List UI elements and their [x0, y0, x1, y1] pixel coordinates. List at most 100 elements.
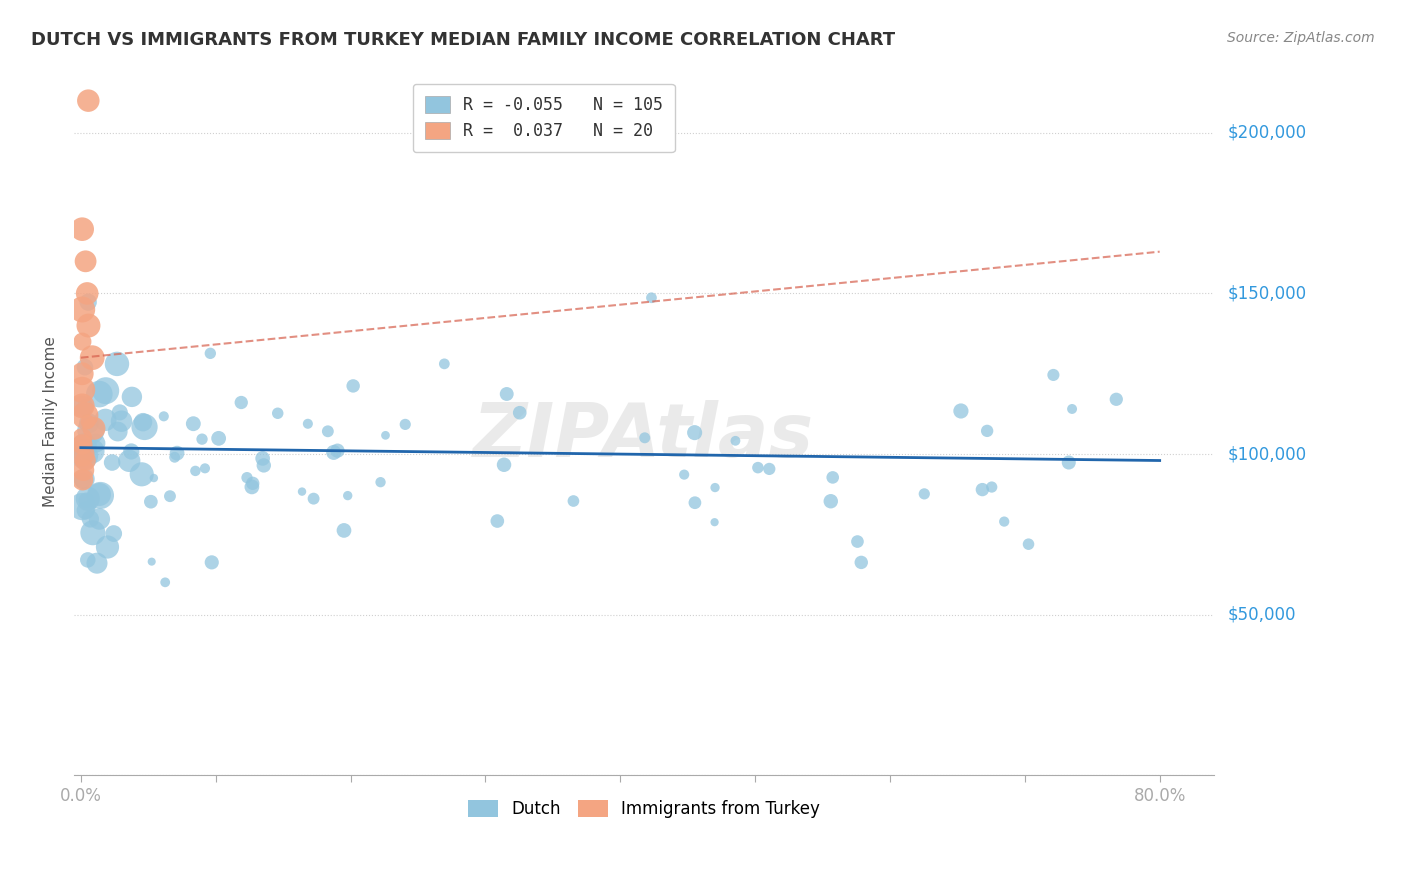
Point	[70, 383, 93, 397]
Point	[640, 291, 662, 305]
Point	[83, 421, 105, 435]
Point	[121, 390, 143, 404]
Point	[79, 512, 101, 526]
Point	[949, 404, 972, 418]
Point	[72, 437, 94, 451]
Point	[201, 555, 224, 569]
Point	[89, 488, 111, 502]
Text: DUTCH VS IMMIGRANTS FROM TURKEY MEDIAN FAMILY INCOME CORRELATION CHART: DUTCH VS IMMIGRANTS FROM TURKEY MEDIAN F…	[31, 31, 896, 49]
Point	[142, 471, 165, 485]
Point	[72, 473, 94, 487]
Point	[82, 525, 104, 540]
Point	[108, 405, 131, 419]
Point	[184, 464, 207, 478]
Point	[236, 470, 259, 484]
Point	[70, 222, 93, 236]
Point	[326, 443, 349, 458]
Point	[75, 254, 97, 268]
Point	[820, 494, 842, 508]
Point	[980, 480, 1002, 494]
Point	[1105, 392, 1128, 407]
Point	[82, 351, 104, 365]
Point	[75, 493, 97, 508]
Point	[758, 462, 780, 476]
Point	[342, 379, 364, 393]
Point	[89, 512, 111, 526]
Point	[152, 409, 174, 424]
Point	[159, 489, 181, 503]
Point	[131, 467, 153, 482]
Point	[134, 420, 156, 434]
Point	[73, 401, 96, 415]
Point	[70, 400, 93, 414]
Point	[70, 500, 93, 514]
Point	[291, 484, 314, 499]
Text: ZIPAtlas: ZIPAtlas	[474, 400, 814, 473]
Point	[495, 387, 517, 401]
Point	[976, 424, 998, 438]
Point	[252, 451, 274, 466]
Text: $50,000: $50,000	[1227, 606, 1296, 624]
Point	[70, 431, 93, 445]
Point	[76, 286, 98, 301]
Legend: Dutch, Immigrants from Turkey: Dutch, Immigrants from Turkey	[461, 793, 827, 825]
Point	[94, 384, 117, 398]
Point	[703, 515, 725, 529]
Point	[72, 334, 94, 349]
Point	[200, 346, 222, 360]
Point	[77, 295, 100, 310]
Point	[634, 431, 657, 445]
Point	[231, 395, 253, 409]
Point	[73, 409, 96, 423]
Point	[821, 470, 844, 484]
Point	[374, 428, 396, 442]
Point	[208, 431, 231, 445]
Point	[73, 449, 96, 463]
Point	[562, 494, 585, 508]
Point	[77, 318, 100, 333]
Point	[70, 447, 93, 461]
Point	[76, 415, 98, 429]
Point	[394, 417, 416, 432]
Point	[139, 494, 162, 508]
Point	[86, 556, 108, 570]
Text: $100,000: $100,000	[1227, 445, 1306, 463]
Point	[297, 417, 319, 431]
Point	[509, 406, 531, 420]
Point	[153, 575, 176, 590]
Y-axis label: Median Family Income: Median Family Income	[44, 336, 58, 508]
Point	[673, 467, 696, 482]
Point	[101, 456, 124, 470]
Point	[851, 555, 873, 569]
Point	[75, 503, 97, 517]
Point	[120, 444, 142, 458]
Point	[253, 458, 276, 473]
Point	[433, 357, 456, 371]
Point	[89, 487, 111, 501]
Point	[70, 367, 93, 381]
Point	[240, 480, 263, 494]
Point	[302, 491, 325, 506]
Point	[1057, 456, 1080, 470]
Point	[846, 534, 869, 549]
Point	[333, 524, 356, 538]
Point	[103, 526, 125, 541]
Text: Source: ZipAtlas.com: Source: ZipAtlas.com	[1227, 31, 1375, 45]
Point	[242, 476, 264, 491]
Point	[316, 425, 339, 439]
Point	[96, 540, 118, 554]
Point	[84, 436, 107, 450]
Point	[77, 417, 100, 431]
Point	[72, 463, 94, 477]
Point	[132, 415, 155, 429]
Point	[89, 387, 111, 401]
Point	[107, 425, 129, 439]
Point	[73, 439, 96, 453]
Point	[75, 453, 97, 467]
Point	[73, 472, 96, 486]
Point	[724, 434, 747, 448]
Point	[94, 413, 117, 427]
Point	[163, 450, 186, 465]
Point	[191, 432, 214, 446]
Point	[183, 417, 205, 431]
